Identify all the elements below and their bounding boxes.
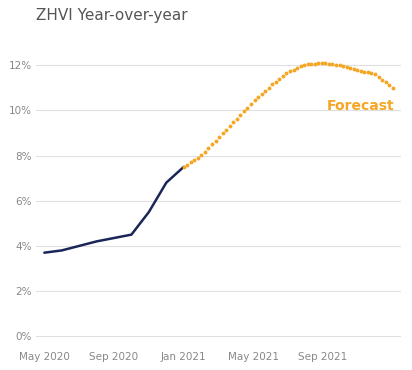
Text: ZHVI Year-over-year: ZHVI Year-over-year [35,9,187,23]
Text: Forecast: Forecast [327,99,394,113]
